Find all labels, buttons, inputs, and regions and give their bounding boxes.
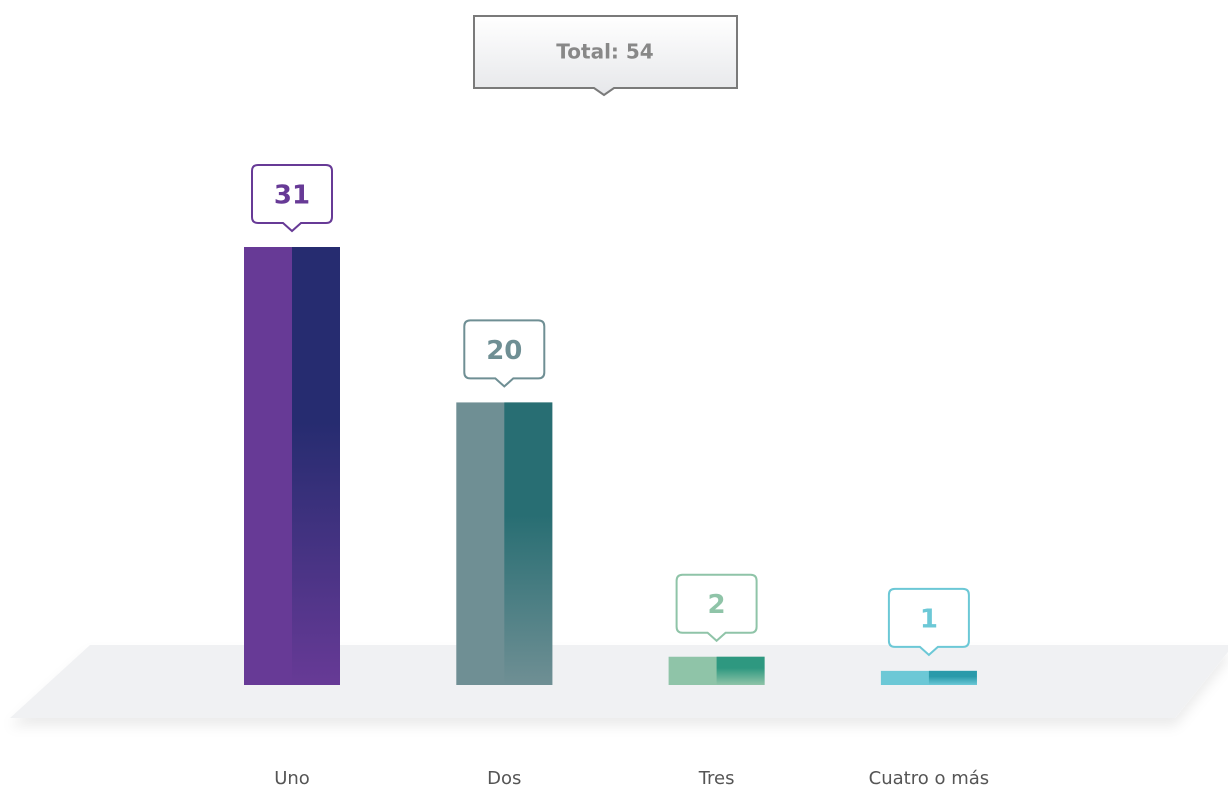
bar-group: 2 <box>668 573 765 685</box>
value-label-box <box>251 164 333 233</box>
value-label: 20 <box>486 336 522 366</box>
total-box-frame <box>473 15 738 97</box>
bar-shade <box>292 247 340 685</box>
floor <box>10 645 1228 718</box>
bar-group: 20 <box>456 319 553 685</box>
bar-shade <box>928 670 977 685</box>
total-label: Total: 54 <box>556 40 653 64</box>
value-label: 31 <box>274 181 310 211</box>
bar-shade <box>716 656 765 685</box>
x-tick-label: Cuatro o más <box>869 768 989 789</box>
value-label-box <box>887 587 970 657</box>
bar-shade <box>504 402 553 685</box>
x-tick-label: Uno <box>274 768 310 789</box>
value-label-box <box>463 319 546 388</box>
x-tick-label: Dos <box>487 768 521 789</box>
value-label: 2 <box>708 590 726 620</box>
total-box: Total: 54 <box>473 15 738 97</box>
value-label: 1 <box>920 604 938 634</box>
value-label-box <box>675 573 758 643</box>
bar-group: 1 <box>880 587 977 685</box>
bar-group: 31 <box>244 164 340 685</box>
x-tick-label: Tres <box>698 768 735 789</box>
